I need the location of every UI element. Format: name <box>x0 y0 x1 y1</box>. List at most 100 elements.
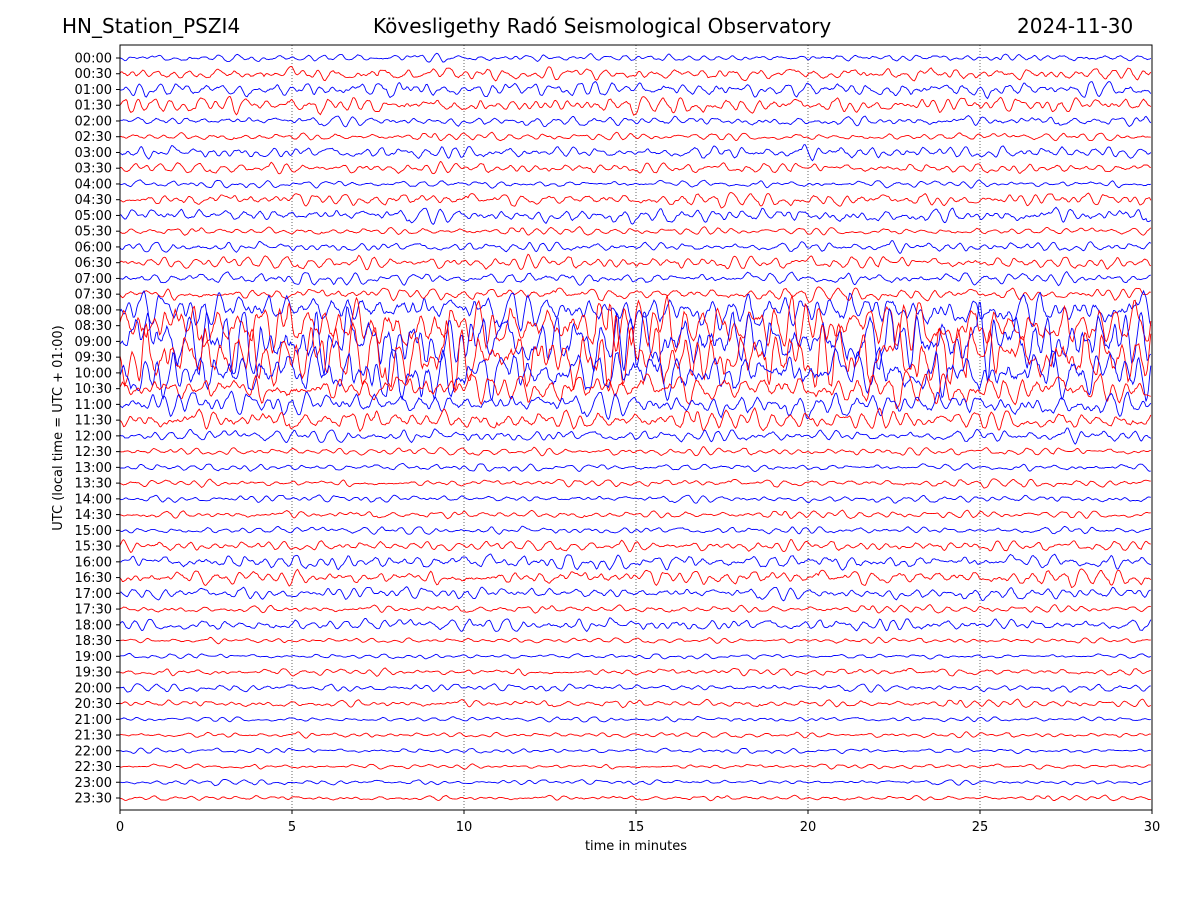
trace-1130 <box>119 406 1152 433</box>
y-tick-label: 04:30 <box>75 193 112 208</box>
trace-1430 <box>119 509 1151 520</box>
trace-0230 <box>120 131 1151 142</box>
trace-1230 <box>119 446 1151 457</box>
trace-0830 <box>119 294 1152 354</box>
trace-1030 <box>119 370 1151 410</box>
trace-1600 <box>119 553 1151 571</box>
y-tick-label: 01:00 <box>75 83 112 98</box>
y-tick-label: 05:30 <box>75 225 112 240</box>
y-tick-label: 20:00 <box>75 681 112 696</box>
y-tick-label: 15:30 <box>75 540 112 555</box>
y-tick-label: 11:30 <box>75 414 112 429</box>
y-tick-label: 08:30 <box>75 319 112 334</box>
y-tick-label: 17:00 <box>75 587 112 602</box>
x-tick-label: 30 <box>1144 820 1161 835</box>
x-tick-label: 0 <box>116 820 124 835</box>
y-tick-label: 10:30 <box>75 382 112 397</box>
y-tick-label: 06:30 <box>75 256 112 271</box>
y-tick-label: 16:30 <box>75 571 112 586</box>
trace-1800 <box>119 617 1152 633</box>
trace-1900 <box>119 652 1152 660</box>
trace-2130 <box>120 731 1151 739</box>
y-tick-label: 12:30 <box>75 445 112 460</box>
trace-1100 <box>119 390 1152 421</box>
trace-2300 <box>120 778 1151 787</box>
trace-0130 <box>119 96 1152 116</box>
y-tick-label: 07:00 <box>75 272 112 287</box>
y-tick-label: 18:00 <box>75 618 112 633</box>
trace-0900 <box>119 301 1152 383</box>
y-tick-label: 05:00 <box>75 209 112 224</box>
trace-1930 <box>119 667 1151 677</box>
y-tick-label: 16:00 <box>75 555 112 570</box>
y-tick-label: 09:30 <box>75 351 112 366</box>
y-tick-label: 21:30 <box>75 729 112 744</box>
trace-0030 <box>119 66 1152 82</box>
trace-2200 <box>119 747 1151 754</box>
y-tick-label: 00:30 <box>75 67 112 82</box>
y-tick-label: 09:00 <box>75 335 112 350</box>
y-tick-label: 17:30 <box>75 603 112 618</box>
trace-1200 <box>119 427 1152 445</box>
y-tick-label: 21:00 <box>75 713 112 728</box>
trace-0600 <box>119 240 1152 255</box>
trace-2230 <box>119 763 1151 770</box>
trace-0630 <box>119 253 1152 271</box>
trace-1830 <box>119 636 1151 645</box>
trace-0930 <box>119 315 1152 394</box>
trace-0300 <box>119 144 1152 162</box>
y-tick-label: 03:30 <box>75 162 112 177</box>
x-tick-label: 25 <box>972 820 989 835</box>
y-tick-label: 02:00 <box>75 114 112 129</box>
y-tick-label: 00:00 <box>75 52 112 67</box>
trace-0500 <box>119 206 1152 226</box>
trace-1630 <box>119 568 1152 589</box>
trace-1500 <box>119 525 1151 535</box>
trace-0000 <box>119 52 1152 63</box>
trace-1700 <box>119 586 1151 602</box>
trace-2000 <box>119 683 1151 693</box>
trace-0730 <box>119 286 1151 303</box>
station-name: HN_Station_PSZI4 <box>62 14 241 38</box>
x-tick-label: 15 <box>628 820 645 835</box>
trace-1400 <box>119 494 1151 504</box>
y-tick-label: 08:00 <box>75 303 112 318</box>
trace-0800 <box>119 289 1152 332</box>
trace-1330 <box>119 478 1151 489</box>
y-tick-label: 18:30 <box>75 634 112 649</box>
y-tick-label: 22:00 <box>75 744 112 759</box>
trace-0100 <box>119 81 1152 100</box>
y-axis-label: UTC (local time = UTC + 01:00) <box>51 325 66 530</box>
y-tick-label: 20:30 <box>75 697 112 712</box>
y-tick-label: 03:00 <box>75 146 112 161</box>
trace-2100 <box>119 716 1151 723</box>
y-tick-label: 06:00 <box>75 240 112 255</box>
trace-1530 <box>119 538 1151 554</box>
y-tick-label: 22:30 <box>75 760 112 775</box>
trace-2330 <box>119 794 1151 802</box>
y-tick-label: 19:00 <box>75 650 112 665</box>
trace-0700 <box>119 270 1151 287</box>
y-tick-label: 14:30 <box>75 508 112 523</box>
trace-0200 <box>120 114 1152 128</box>
y-tick-label: 13:00 <box>75 461 112 476</box>
y-tick-label: 23:30 <box>75 792 112 807</box>
y-tick-label: 07:30 <box>75 288 112 303</box>
y-tick-label: 14:00 <box>75 492 112 507</box>
y-tick-label: 12:00 <box>75 429 112 444</box>
trace-0330 <box>120 160 1151 175</box>
y-tick-label: 13:30 <box>75 477 112 492</box>
y-tick-label: 02:30 <box>75 130 112 145</box>
trace-2030 <box>119 698 1152 709</box>
x-tick-label: 5 <box>288 820 296 835</box>
trace-0400 <box>120 179 1151 189</box>
y-tick-label: 10:00 <box>75 366 112 381</box>
y-tick-label: 04:00 <box>75 177 112 192</box>
trace-1730 <box>119 603 1151 614</box>
y-tick-label: 15:00 <box>75 524 112 539</box>
chart-title: Kövesligethy Radó Seismological Observat… <box>373 14 832 38</box>
y-tick-label: 01:30 <box>75 99 112 114</box>
chart-date: 2024-11-30 <box>1017 14 1134 38</box>
x-tick-label: 20 <box>800 820 817 835</box>
